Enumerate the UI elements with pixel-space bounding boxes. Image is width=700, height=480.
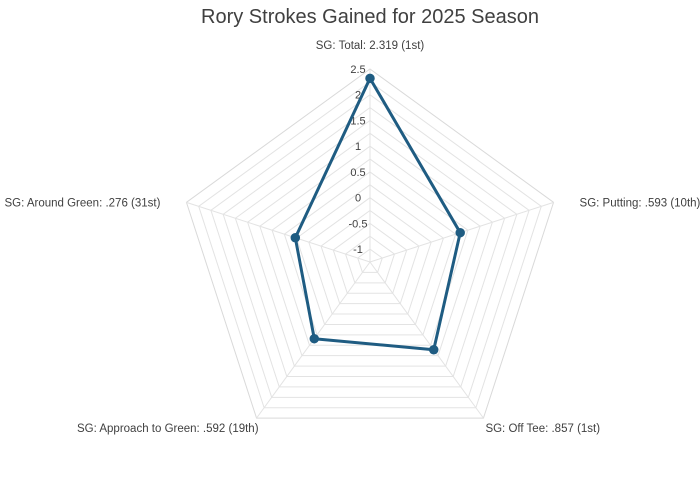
grid-ring [222, 106, 518, 388]
tick-label: 0.5 [350, 167, 365, 179]
tick-label: 2.5 [350, 64, 365, 76]
category-labels: SG: Total: 2.319 (1st) SG: Putting: .593 … [4, 40, 700, 435]
tick-label: 1 [355, 141, 361, 153]
tick-label: 0 [355, 193, 361, 205]
category-label: SG: Approach to Green: .592 (19th) [77, 423, 259, 435]
category-label: SG: Putting: .593 (10th) [580, 197, 700, 209]
grid-ring [357, 248, 383, 273]
tick-label: -1 [353, 244, 363, 256]
grid-ring [247, 132, 493, 367]
category-label: SG: Off Tee: .857 (1st) [485, 423, 600, 435]
tick-label: -0.5 [349, 218, 368, 230]
chart-title: Rory Strokes Gained for 2025 Season [201, 6, 539, 28]
grid-ring [308, 197, 432, 315]
grid-ring [332, 222, 408, 294]
grid-ring [198, 81, 542, 409]
radial-tick-labels: -1 -0.5 0 0.5 1 1.5 2 2.5 [349, 64, 368, 256]
series-line [293, 76, 462, 352]
grid-ring [185, 68, 555, 419]
grid-ring [320, 209, 420, 305]
tick-label: 1.5 [350, 115, 365, 127]
grid-ring [210, 94, 530, 398]
data-point [428, 344, 439, 355]
data-point [309, 333, 320, 344]
grid-ring [259, 145, 481, 357]
category-label: SG: Total: 2.319 (1st) [316, 40, 425, 52]
grid-spoke [186, 201, 371, 263]
radar-grid [185, 68, 555, 419]
grid-ring [344, 235, 396, 284]
grid-ring [234, 119, 506, 377]
category-label: SG: Around Green: .276 (31st) [4, 197, 160, 209]
grid-spoke [369, 261, 484, 419]
data-point [365, 73, 375, 84]
series-layer [290, 73, 465, 355]
tick-label: 2 [355, 90, 361, 102]
grid-ring [295, 184, 445, 325]
data-point [290, 232, 301, 243]
data-point [455, 227, 465, 238]
grid-ring [283, 171, 457, 336]
